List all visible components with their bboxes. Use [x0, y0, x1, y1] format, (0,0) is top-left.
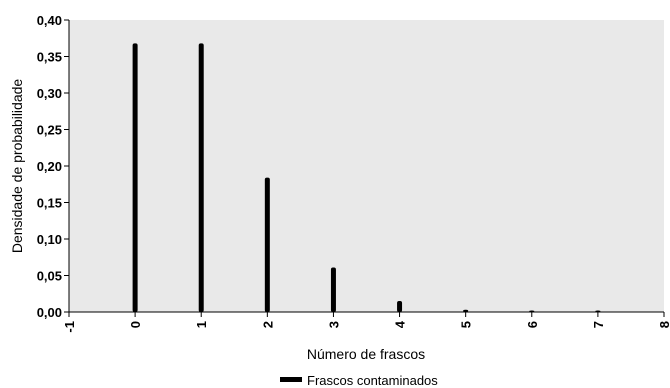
bars-group [132, 43, 601, 313]
y-tick-label: 0,25 [37, 123, 62, 138]
y-tick-label: 0,35 [37, 50, 62, 65]
x-tick-label: 5 [459, 321, 474, 328]
x-axis-title: Número de frascos [307, 346, 425, 362]
y-ticks-group: 0,00 0,05 0,10 0,15 0,20 0,25 0,30 0,35 0,40 [37, 13, 69, 320]
y-tick-label: 0,00 [37, 305, 62, 320]
x-ticks-group: -1 0 1 2 3 4 5 6 7 8 [62, 312, 670, 333]
x-tick-label: 6 [525, 321, 540, 328]
x-tick-label: 3 [326, 321, 341, 328]
plot-area [69, 20, 664, 312]
x-tick-label: 0 [128, 321, 143, 328]
bar [132, 43, 138, 313]
bar [264, 177, 270, 312]
bar [397, 301, 403, 312]
y-tick-label: 0,10 [37, 232, 62, 247]
legend-swatch [280, 377, 302, 382]
x-tick-label: -1 [62, 321, 77, 333]
y-tick-label: 0,40 [37, 13, 62, 28]
bar [330, 267, 336, 312]
x-tick-label: 8 [657, 321, 670, 328]
y-tick-label: 0,05 [37, 269, 62, 284]
bar [463, 309, 469, 312]
legend-label: Frascos contaminados [307, 373, 438, 388]
y-tick-label: 0,15 [37, 196, 62, 211]
legend: Frascos contaminados [280, 373, 438, 388]
bar [198, 43, 204, 313]
x-tick-label: 7 [591, 321, 606, 328]
x-tick-label: 2 [260, 321, 275, 328]
y-axis-title: Densidade de probabilidade [9, 79, 25, 254]
x-tick-label: 1 [194, 321, 209, 328]
x-tick-label: 4 [393, 320, 408, 328]
y-tick-label: 0,20 [37, 159, 62, 174]
y-tick-label: 0,30 [37, 86, 62, 101]
